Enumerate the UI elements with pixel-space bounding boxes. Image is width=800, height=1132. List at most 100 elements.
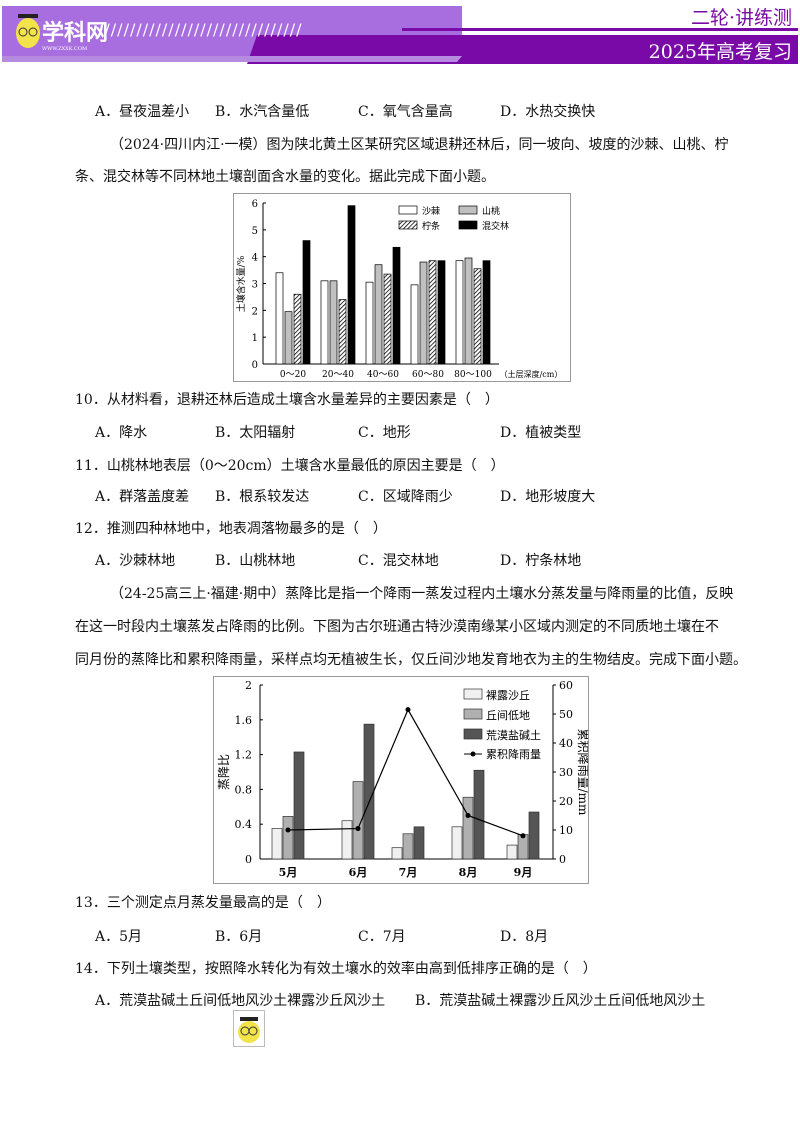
bar-混交林 [392, 246, 401, 365]
y-tick-label: 0 [245, 853, 252, 866]
x-tick-label: 6月 [349, 866, 368, 879]
legend-label: 裸露沙丘 [486, 688, 530, 702]
y2-tick-label: 60 [559, 679, 573, 692]
bar-丘间低地 [282, 816, 294, 860]
rainfall-point [465, 813, 471, 818]
bar-山桃 [419, 261, 428, 365]
bar-荒漠盐碱土 [413, 826, 425, 860]
passage2-line1: （24-25高三上·福建·期中）蒸降比是指一个降雨一蒸发过程内土壤水分蒸发量与降… [110, 586, 734, 602]
legend-swatch [398, 220, 418, 230]
bar-柠条 [338, 299, 347, 365]
bar-混交林 [437, 260, 446, 365]
q10-option-a: A．降水 [95, 425, 148, 441]
legend-label: 沙棘 [422, 206, 440, 217]
bar-柠条 [473, 268, 482, 365]
bar-裸露沙丘 [506, 844, 518, 860]
q12-option-d: D．柠条林地 [500, 553, 582, 569]
header-banner: 学科网 WWW.ZXXK.COM ///////////////////////… [2, 2, 798, 64]
q12-option-b: B．山桃林地 [215, 553, 296, 569]
rainfall-point [355, 826, 361, 832]
q13-option-b: B．6月 [215, 929, 263, 945]
y-tick-label: 0 [252, 360, 258, 371]
q9-option-c: C．氧气含量高 [358, 104, 453, 120]
bar-裸露沙丘 [391, 847, 403, 860]
x-tick-label: 20～40 [322, 370, 354, 380]
y-tick-label: 1.2 [235, 749, 253, 762]
bar-丘间低地 [402, 833, 414, 860]
legend-swatch [458, 220, 478, 230]
header-graphic: 学科网 WWW.ZXXK.COM ///////////////////////… [2, 6, 798, 64]
passage2-line3: 同月份的蒸降比和累积降雨量，采样点均无植被生长，仅丘间沙地发育地衣为主的生物结皮… [75, 652, 747, 668]
y-tick-label: 1 [252, 333, 258, 344]
owl-logo-icon [233, 1010, 265, 1047]
bar-混交林 [482, 260, 491, 365]
y-tick-label: 2 [245, 679, 252, 692]
x-tick-label: 8月 [459, 866, 478, 879]
y-tick-label: 1.6 [235, 714, 253, 727]
q13-stem: 13．三个测定点月蒸发量最高的是（ ） [75, 895, 331, 911]
q14-option-b: B．荒漠盐碱土裸露沙丘风沙土丘间低地风沙土 [415, 993, 706, 1009]
header-title-top: 二轮·讲练测 [691, 7, 792, 29]
q12-option-c: C．混交林地 [358, 553, 439, 569]
y-tick-label: 0.8 [235, 783, 253, 796]
bar-荒漠盐碱土 [528, 811, 540, 860]
q11-option-a: A．群落盖度差 [95, 489, 190, 505]
q11-stem: 11．山桃林地表层（0～20cm）土壤含水量最低的原因主要是（ ） [75, 458, 505, 474]
x-tick-label: 80～100 [454, 370, 492, 380]
bar-混交林 [347, 205, 356, 365]
q10-option-d: D．植被类型 [500, 425, 582, 441]
q11-option-c: C．区域降雨少 [358, 489, 453, 505]
bar-沙棘 [275, 272, 284, 365]
y-tick-label: 5 [252, 226, 258, 237]
q13-option-a: A．5月 [95, 929, 143, 945]
passage1-line1: （2024·四川内江·一模）图为陕北黄土区某研究区域退耕还林后，同一坡向、坡度的… [110, 137, 729, 153]
q14-option-a: A．荒漠盐碱土丘间低地风沙土裸露沙丘风沙土 [95, 993, 386, 1009]
q9-option-d: D．水热交换快 [500, 104, 596, 120]
bar-裸露沙丘 [451, 826, 463, 860]
bar-山桃 [284, 311, 293, 365]
bar-山桃 [464, 257, 473, 365]
legend-swatch [463, 688, 483, 700]
bar-柠条 [383, 273, 392, 365]
q13-option-d: D．8月 [500, 929, 549, 945]
bar-柠条 [293, 293, 302, 365]
q11-option-b: B．根系较发达 [215, 489, 310, 505]
bar-山桃 [374, 264, 383, 365]
q13-option-c: C．7月 [358, 929, 406, 945]
y-tick-label: 3 [252, 280, 258, 291]
bar-荒漠盐碱土 [363, 723, 375, 860]
passage2-line2: 在这一时段内土壤蒸发占降雨的比例。下图为古尔班通古特沙漠南缘某小区域内测定的不同… [75, 619, 719, 635]
bar-沙棘 [365, 281, 374, 365]
legend-marker [470, 751, 476, 757]
bar-山桃 [329, 280, 338, 365]
q14-stem: 14．下列土壤类型，按照降水转化为有效土壤水的效率由高到低排序正确的是（ ） [75, 961, 597, 977]
q12-stem: 12．推测四种林地中，地表凋落物最多的是（ ） [75, 521, 387, 537]
bar-丘间低地 [462, 796, 474, 860]
y2-tick-label: 40 [559, 737, 573, 750]
bar-沙棘 [320, 280, 329, 365]
y2-tick-label: 20 [559, 795, 573, 808]
y-axis-label: 蒸降比 [217, 754, 231, 790]
bar-沙棘 [410, 284, 419, 365]
y2-axis-label: 累积降雨量/mm [576, 729, 588, 816]
q9-option-a: A．昼夜温差小 [95, 104, 190, 120]
rainfall-point [405, 707, 411, 713]
x-tick-label: 9月 [514, 866, 533, 879]
x-tick-label: 5月 [279, 866, 298, 879]
q11-option-d: D．地形坡度大 [500, 489, 596, 505]
x-tick-label: 7月 [399, 866, 418, 879]
y-axis-label: 土壤含水量/% [235, 255, 247, 312]
legend-label: 丘间低地 [486, 709, 530, 722]
bar-裸露沙丘 [341, 820, 353, 860]
legend-label: 累积降雨量 [486, 747, 541, 761]
legend-swatch [398, 205, 418, 215]
q10-option-b: B．太阳辐射 [215, 425, 296, 441]
x-tick-label: 60～80 [412, 370, 444, 380]
q9-option-b: B．水汽含量低 [215, 104, 310, 120]
x-tick-label: 40～60 [367, 370, 399, 380]
legend-label: 荒漠盐碱土 [486, 729, 541, 742]
y-tick-label: 4 [252, 253, 258, 264]
legend-label: 混交林 [482, 220, 509, 232]
q10-stem: 10．从材料看，退耕还林后造成土壤含水量差异的主要因素是（ ） [75, 392, 499, 408]
